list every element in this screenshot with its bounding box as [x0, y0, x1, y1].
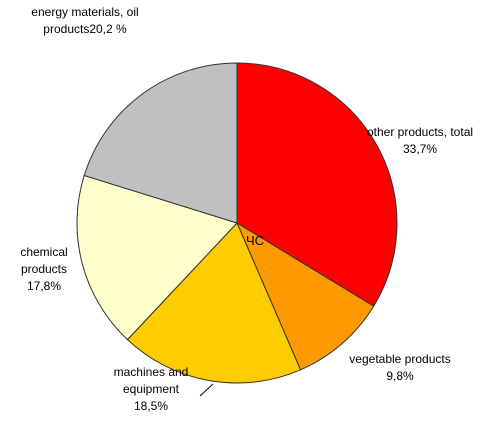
- pie-slice: [126, 222, 302, 384]
- category-label: machines and equipment: [113, 365, 189, 396]
- slice-label: other products, total 33,7%: [365, 124, 475, 158]
- pie-slice: [76, 174, 238, 341]
- category-label: other products, total: [366, 125, 474, 139]
- slice-label: vegetable products 9,8%: [345, 351, 455, 385]
- slice-label: machines and equipment 18,5%: [105, 364, 197, 415]
- category-label: chemical products: [20, 245, 68, 276]
- category-label: vegetable products: [349, 352, 451, 366]
- slice-label: energy materials, oil products20,2 %: [30, 4, 140, 38]
- pie-slice: [83, 62, 238, 224]
- slice-label: chemical products 17,8%: [4, 244, 84, 295]
- value-label: 33,7%: [402, 142, 438, 156]
- leader-line: [199, 383, 214, 397]
- pie-slice: [235, 221, 375, 371]
- annotation: ЧС: [246, 233, 264, 248]
- value-label: 20,2 %: [89, 22, 127, 36]
- value-label: 9,8%: [386, 369, 414, 383]
- category-label: energy materials, oil products: [31, 5, 139, 36]
- value-label: 17,8%: [26, 279, 62, 293]
- value-label: 18,5%: [133, 399, 169, 413]
- pie-slice: [236, 62, 398, 307]
